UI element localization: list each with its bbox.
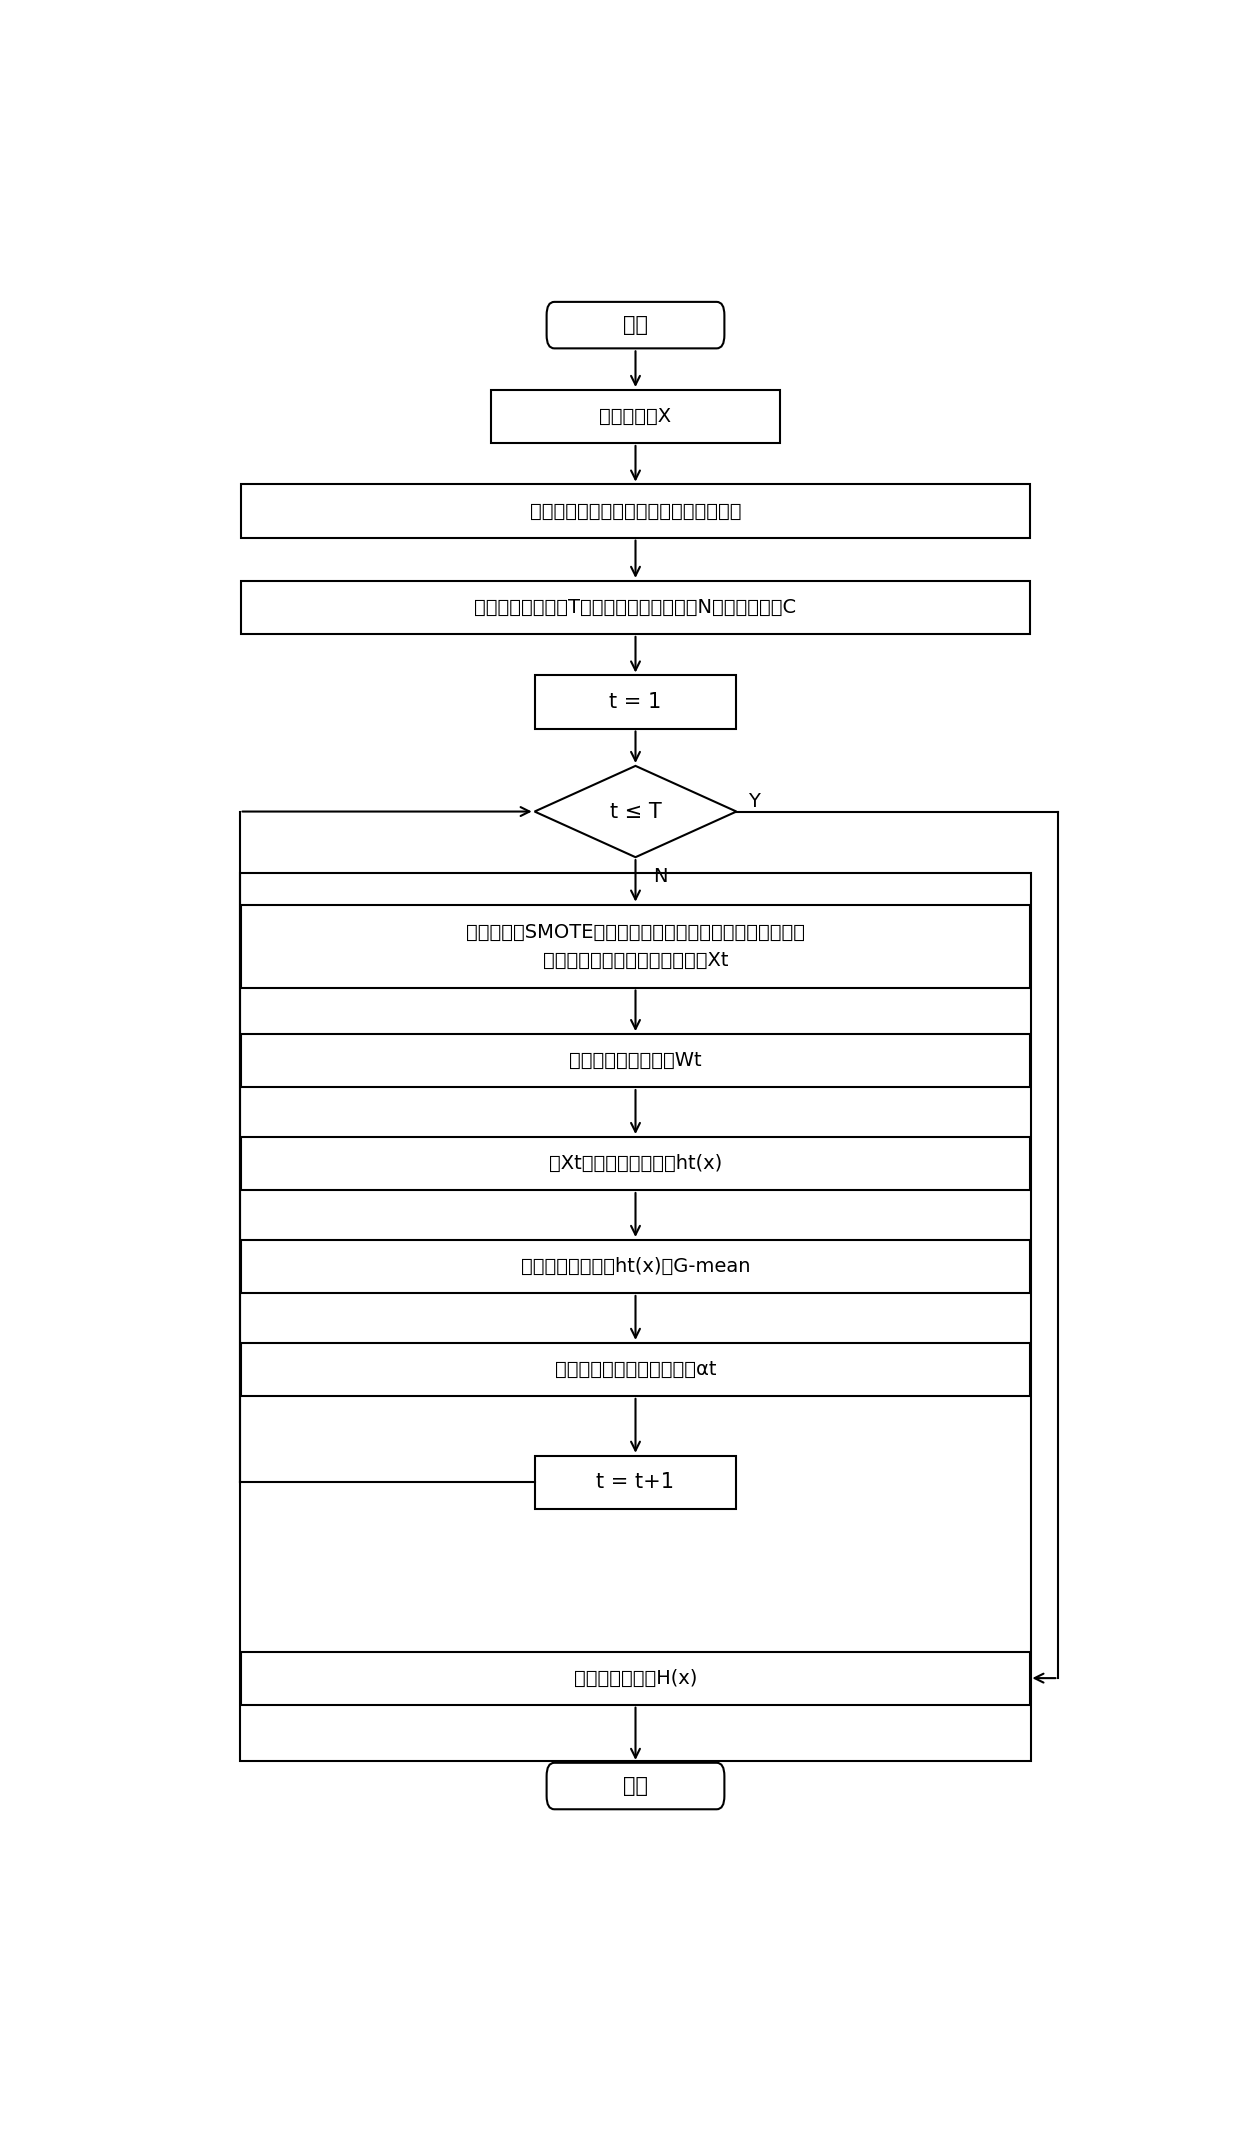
- FancyBboxPatch shape: [547, 302, 724, 349]
- Text: 用Xt训练基分类器模型ht(x): 用Xt训练基分类器模型ht(x): [549, 1153, 722, 1173]
- Bar: [242, 1240, 1029, 1294]
- Text: 初始化权値分布矩阵Wt: 初始化权値分布矩阵Wt: [569, 1052, 702, 1069]
- Text: t ≤ T: t ≤ T: [610, 802, 661, 821]
- Text: 开始: 开始: [622, 315, 649, 334]
- Bar: [239, 873, 1032, 1761]
- FancyBboxPatch shape: [547, 1764, 724, 1809]
- Bar: [242, 1035, 1029, 1087]
- Text: t = 1: t = 1: [609, 692, 662, 711]
- Bar: [242, 1651, 1029, 1705]
- Text: 设定基分类器个数T、基分类器隐含层节点N和正则化系数C: 设定基分类器个数T、基分类器隐含层节点N和正则化系数C: [475, 597, 796, 617]
- Text: 计算基呦类器模型ht(x)的G-mean: 计算基呦类器模型ht(x)的G-mean: [521, 1257, 750, 1276]
- Polygon shape: [534, 765, 737, 858]
- Text: Y: Y: [748, 791, 760, 811]
- Text: 填补样本集缺失项，对样本集进行归一化: 填补样本集缺失项，对样本集进行归一化: [529, 502, 742, 520]
- Text: 输入样本集X: 输入样本集X: [599, 407, 672, 427]
- Text: N: N: [652, 867, 667, 886]
- Bar: [534, 1455, 737, 1509]
- Bar: [242, 906, 1029, 987]
- Bar: [242, 1343, 1029, 1395]
- Text: 计算基分类器模型输出权値αt: 计算基分类器模型输出权値αt: [554, 1360, 717, 1380]
- Bar: [491, 390, 780, 442]
- Text: t = t+1: t = t+1: [596, 1473, 675, 1492]
- Text: 结束: 结束: [622, 1777, 649, 1796]
- Text: 得到集成分类器H(x): 得到集成分类器H(x): [574, 1669, 697, 1688]
- Text: 采用改进的SMOTE方法对样本集的少数类样本进行过采样，
结合原始数据得到新训练样本集Xt: 采用改进的SMOTE方法对样本集的少数类样本进行过采样， 结合原始数据得到新训练…: [466, 923, 805, 970]
- Bar: [242, 580, 1029, 634]
- Bar: [242, 1136, 1029, 1190]
- Bar: [242, 485, 1029, 537]
- Bar: [534, 675, 737, 729]
